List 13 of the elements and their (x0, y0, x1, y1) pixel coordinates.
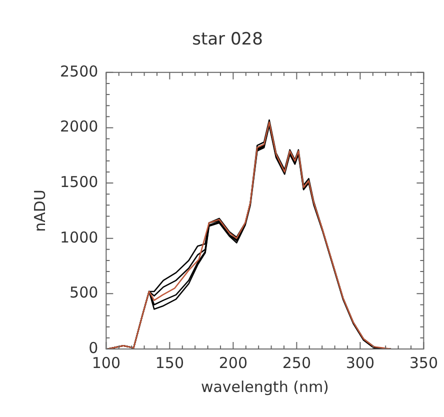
x-axis-title: wavelength (nm) (200, 378, 329, 396)
x-tick-label: 300 (346, 354, 375, 372)
y-tick-label: 1500 (60, 172, 98, 191)
x-tick-label: 200 (218, 354, 248, 372)
x-tick-label: 350 (409, 354, 438, 372)
y-tick-label: 2000 (60, 118, 98, 136)
y-tick-label: 2500 (60, 62, 98, 80)
y-axis-title: nADU (30, 190, 49, 232)
x-tick-label: 150 (155, 354, 184, 372)
chart-title: star 028 (192, 30, 263, 50)
y-tick-label: 500 (70, 284, 98, 302)
y-tick-label: 1000 (60, 228, 98, 246)
x-tick-label: 250 (282, 354, 311, 372)
